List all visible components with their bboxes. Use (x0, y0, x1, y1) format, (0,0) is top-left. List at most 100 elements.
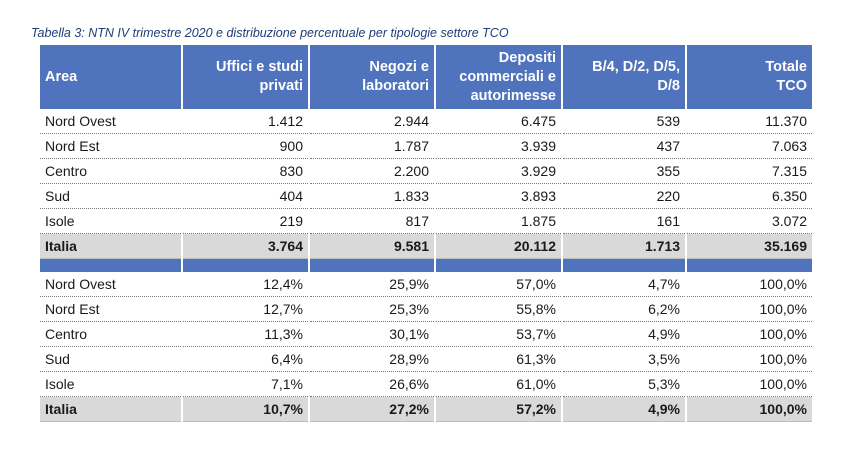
table-body: Nord Ovest 1.412 2.944 6.475 539 11.370 Nord E… (40, 109, 812, 422)
cell-uffici: 1.412 (183, 109, 308, 134)
table-header: Area Uffici e studi privati Negozi e labor… (40, 45, 812, 109)
ntn-row: Nord Est 900 1.787 3.939 437 7.063 (40, 134, 812, 159)
cell-b4: 3,5% (563, 347, 685, 372)
cell-negozi: 26,6% (310, 372, 434, 397)
cell-totale: 6.350 (687, 184, 812, 209)
cell-depositi: 57,2% (436, 397, 561, 422)
ntn-total-row: Italia 3.764 9.581 20.112 1.713 35.169 (40, 234, 812, 259)
cell-area: Isole (40, 372, 181, 397)
header-area: Area (40, 45, 181, 109)
ntn-row: Sud 404 1.833 3.893 220 6.350 (40, 184, 812, 209)
cell-negozi: 1.833 (310, 184, 434, 209)
cell-uffici: 404 (183, 184, 308, 209)
cell-depositi: 6.475 (436, 109, 561, 134)
cell-negozi: 1.787 (310, 134, 434, 159)
cell-area: Nord Est (40, 297, 181, 322)
cell-depositi: 3.893 (436, 184, 561, 209)
cell-totale: 100,0% (687, 372, 812, 397)
cell-uffici: 12,4% (183, 272, 308, 297)
cell-totale: 35.169 (687, 234, 812, 259)
header-uffici: Uffici e studi privati (183, 45, 308, 109)
cell-depositi: 53,7% (436, 322, 561, 347)
cell-totale: 100,0% (687, 347, 812, 372)
table-caption: Tabella 3: NTN IV trimestre 2020 e distr… (31, 26, 509, 40)
cell-totale: 11.370 (687, 109, 812, 134)
cell-negozi: 2.944 (310, 109, 434, 134)
cell-negozi: 9.581 (310, 234, 434, 259)
cell-depositi: 20.112 (436, 234, 561, 259)
cell-depositi: 3.939 (436, 134, 561, 159)
cell-b4: 4,9% (563, 322, 685, 347)
cell-depositi: 55,8% (436, 297, 561, 322)
cell-area: Nord Ovest (40, 272, 181, 297)
ntn-row: Isole 219 817 1.875 161 3.072 (40, 209, 812, 234)
cell-b4: 6,2% (563, 297, 685, 322)
cell-b4: 220 (563, 184, 685, 209)
cell-b4: 355 (563, 159, 685, 184)
header-b4-d2-d5-d8: B/4, D/2, D/5, D/8 (563, 45, 685, 109)
pct-row: Sud 6,4% 28,9% 61,3% 3,5% 100,0% (40, 347, 812, 372)
cell-depositi: 57,0% (436, 272, 561, 297)
pct-row: Isole 7,1% 26,6% 61,0% 5,3% 100,0% (40, 372, 812, 397)
separator-cell (563, 259, 685, 272)
ntn-row: Centro 830 2.200 3.929 355 7.315 (40, 159, 812, 184)
cell-totale: 7.315 (687, 159, 812, 184)
cell-area: Sud (40, 184, 181, 209)
cell-uffici: 900 (183, 134, 308, 159)
separator-cell (310, 259, 434, 272)
cell-b4: 437 (563, 134, 685, 159)
pct-row: Nord Est 12,7% 25,3% 55,8% 6,2% 100,0% (40, 297, 812, 322)
cell-negozi: 30,1% (310, 322, 434, 347)
separator-cell (436, 259, 561, 272)
cell-depositi: 1.875 (436, 209, 561, 234)
cell-area: Nord Est (40, 134, 181, 159)
cell-area: Italia (40, 234, 181, 259)
cell-negozi: 27,2% (310, 397, 434, 422)
header-depositi: Depositi commerciali e autorimesse (436, 45, 561, 109)
cell-uffici: 830 (183, 159, 308, 184)
section-separator (40, 259, 812, 272)
cell-totale: 100,0% (687, 322, 812, 347)
cell-depositi: 3.929 (436, 159, 561, 184)
cell-totale: 7.063 (687, 134, 812, 159)
cell-negozi: 817 (310, 209, 434, 234)
cell-b4: 161 (563, 209, 685, 234)
cell-area: Nord Ovest (40, 109, 181, 134)
cell-b4: 4,7% (563, 272, 685, 297)
cell-depositi: 61,3% (436, 347, 561, 372)
pct-row: Nord Ovest 12,4% 25,9% 57,0% 4,7% 100,0% (40, 272, 812, 297)
cell-uffici: 6,4% (183, 347, 308, 372)
cell-b4: 5,3% (563, 372, 685, 397)
cell-uffici: 12,7% (183, 297, 308, 322)
cell-uffici: 7,1% (183, 372, 308, 397)
separator-cell (183, 259, 308, 272)
cell-area: Italia (40, 397, 181, 422)
ntn-table: Area Uffici e studi privati Negozi e labor… (38, 45, 814, 422)
cell-b4: 4,9% (563, 397, 685, 422)
cell-totale: 3.072 (687, 209, 812, 234)
cell-b4: 539 (563, 109, 685, 134)
cell-negozi: 2.200 (310, 159, 434, 184)
cell-totale: 100,0% (687, 397, 812, 422)
cell-negozi: 25,9% (310, 272, 434, 297)
header-totale-tco: Totale TCO (687, 45, 812, 109)
cell-area: Centro (40, 322, 181, 347)
separator-cell (40, 259, 181, 272)
pct-row: Centro 11,3% 30,1% 53,7% 4,9% 100,0% (40, 322, 812, 347)
cell-uffici: 3.764 (183, 234, 308, 259)
cell-area: Sud (40, 347, 181, 372)
cell-totale: 100,0% (687, 297, 812, 322)
cell-totale: 100,0% (687, 272, 812, 297)
cell-area: Isole (40, 209, 181, 234)
separator-cell (687, 259, 812, 272)
pct-total-row: Italia 10,7% 27,2% 57,2% 4,9% 100,0% (40, 397, 812, 422)
cell-b4: 1.713 (563, 234, 685, 259)
header-negozi: Negozi e laboratori (310, 45, 434, 109)
cell-area: Centro (40, 159, 181, 184)
cell-depositi: 61,0% (436, 372, 561, 397)
ntn-row: Nord Ovest 1.412 2.944 6.475 539 11.370 (40, 109, 812, 134)
cell-negozi: 28,9% (310, 347, 434, 372)
cell-negozi: 25,3% (310, 297, 434, 322)
cell-uffici: 11,3% (183, 322, 308, 347)
cell-uffici: 219 (183, 209, 308, 234)
